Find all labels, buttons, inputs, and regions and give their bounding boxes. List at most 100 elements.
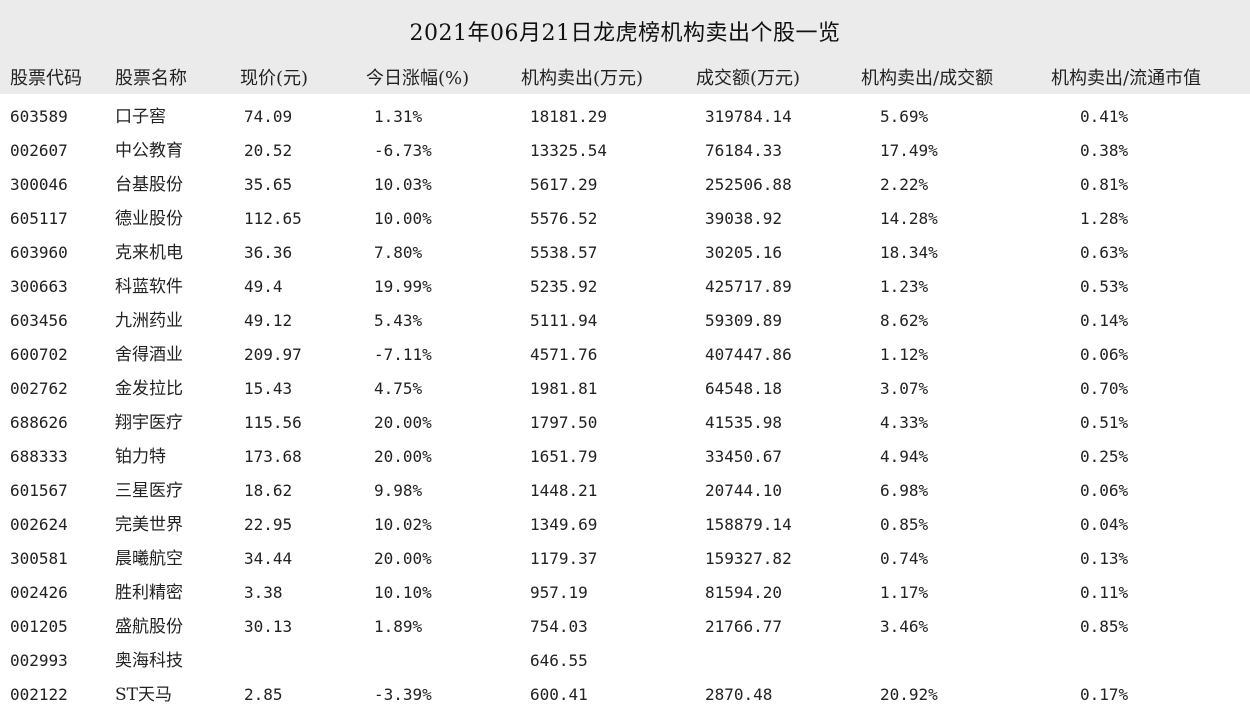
cell-name: 金发拉比 [115, 379, 183, 399]
cell-inst-sell: 5617.29 [530, 175, 598, 194]
cell-sell-turnover-ratio: 18.34% [880, 243, 938, 262]
cell-sell-turnover-ratio: 20.92% [880, 685, 938, 704]
cell-inst-sell: 5576.52 [530, 209, 598, 228]
cell-name: 克来机电 [115, 243, 183, 263]
cell-code: 605117 [10, 209, 68, 228]
cell-sell-turnover-ratio: 5.69% [880, 107, 929, 126]
table-row: 603589 口子窖 74.09 1.31% 18181.29 319784.14 5.69… [0, 100, 1250, 134]
table-row: 002993 奥海科技 646.55 [0, 644, 1250, 678]
cell-change: -6.73% [374, 141, 432, 160]
cell-name: 晨曦航空 [115, 549, 183, 569]
cell-code: 688626 [10, 413, 68, 432]
cell-turnover: 425717.89 [705, 277, 792, 296]
cell-price: 173.68 [244, 447, 302, 466]
table-row: 002426 胜利精密 3.38 10.10% 957.19 81594.20 1.17% 0… [0, 576, 1250, 610]
cell-name: 三星医疗 [115, 481, 183, 501]
cell-turnover: 20744.10 [705, 481, 783, 500]
cell-sell-float-ratio: 0.14% [1080, 311, 1129, 330]
table-row: 600702 舍得酒业 209.97 -7.11% 4571.76 407447.86 1.… [0, 338, 1250, 372]
cell-change: 10.03% [374, 175, 432, 194]
cell-name: ST天马 [115, 685, 172, 705]
cell-sell-turnover-ratio: 1.12% [880, 345, 929, 364]
table-row: 688626 翔宇医疗 115.56 20.00% 1797.50 41535.98 4.3… [0, 406, 1250, 440]
cell-name: 中公教育 [115, 141, 183, 161]
cell-code: 601567 [10, 481, 68, 500]
cell-sell-turnover-ratio: 1.17% [880, 583, 929, 602]
cell-inst-sell: 1349.69 [530, 515, 598, 534]
header-band [0, 0, 1250, 94]
cell-inst-sell: 957.19 [530, 583, 588, 602]
cell-inst-sell: 5235.92 [530, 277, 598, 296]
cell-turnover: 64548.18 [705, 379, 783, 398]
cell-change: 19.99% [374, 277, 432, 296]
cell-change: 7.80% [374, 243, 423, 262]
table-row: 300046 台基股份 35.65 10.03% 5617.29 252506.88 2.2… [0, 168, 1250, 202]
column-header-code: 股票代码 [10, 68, 82, 89]
cell-change: 1.89% [374, 617, 423, 636]
cell-code: 001205 [10, 617, 68, 636]
cell-inst-sell: 4571.76 [530, 345, 598, 364]
column-header-inst-sell: 机构卖出(万元) [521, 68, 644, 89]
cell-sell-float-ratio: 0.53% [1080, 277, 1129, 296]
cell-sell-turnover-ratio: 0.74% [880, 549, 929, 568]
cell-name: 德业股份 [115, 209, 183, 229]
cell-price: 112.65 [244, 209, 302, 228]
table-row: 002607 中公教育 20.52 -6.73% 13325.54 76184.33 17.… [0, 134, 1250, 168]
cell-change: 5.43% [374, 311, 423, 330]
cell-inst-sell: 754.03 [530, 617, 588, 636]
cell-turnover: 30205.16 [705, 243, 783, 262]
cell-name: 奥海科技 [115, 651, 183, 671]
cell-change: 20.00% [374, 447, 432, 466]
cell-name: 完美世界 [115, 515, 183, 535]
column-header-price: 现价(元) [240, 68, 309, 89]
table-row: 605117 德业股份 112.65 10.00% 5576.52 39038.92 14.… [0, 202, 1250, 236]
cell-sell-float-ratio: 0.81% [1080, 175, 1129, 194]
cell-name: 口子窖 [115, 107, 166, 127]
column-header-change: 今日涨幅(%) [366, 68, 470, 89]
cell-price: 15.43 [244, 379, 293, 398]
cell-code: 603960 [10, 243, 68, 262]
cell-sell-turnover-ratio: 14.28% [880, 209, 938, 228]
cell-sell-turnover-ratio: 8.62% [880, 311, 929, 330]
cell-inst-sell: 18181.29 [530, 107, 608, 126]
table-row: 300581 晨曦航空 34.44 20.00% 1179.37 159327.82 0.7… [0, 542, 1250, 576]
cell-sell-turnover-ratio: 2.22% [880, 175, 929, 194]
table-row: 300663 科蓝软件 49.4 19.99% 5235.92 425717.89 1.23… [0, 270, 1250, 304]
cell-sell-float-ratio: 0.06% [1080, 345, 1129, 364]
cell-price: 36.36 [244, 243, 293, 262]
column-header-name: 股票名称 [115, 68, 187, 89]
table-row: 603456 九洲药业 49.12 5.43% 5111.94 59309.89 8.62%… [0, 304, 1250, 338]
cell-turnover: 33450.67 [705, 447, 783, 466]
cell-sell-float-ratio: 0.11% [1080, 583, 1129, 602]
cell-turnover: 159327.82 [705, 549, 792, 568]
cell-sell-float-ratio: 0.85% [1080, 617, 1129, 636]
table-row: 002122 ST天马 2.85 -3.39% 600.41 2870.48 20.92% 0… [0, 678, 1250, 712]
cell-price: 30.13 [244, 617, 293, 636]
table-row: 001205 盛航股份 30.13 1.89% 754.03 21766.77 3.46% 0… [0, 610, 1250, 644]
cell-sell-turnover-ratio: 0.85% [880, 515, 929, 534]
cell-code: 300581 [10, 549, 68, 568]
cell-price: 115.56 [244, 413, 302, 432]
column-header-turnover: 成交额(万元) [696, 68, 801, 89]
cell-sell-float-ratio: 0.13% [1080, 549, 1129, 568]
cell-price: 34.44 [244, 549, 293, 568]
cell-inst-sell: 5111.94 [530, 311, 598, 330]
cell-name: 胜利精密 [115, 583, 183, 603]
cell-sell-float-ratio: 0.63% [1080, 243, 1129, 262]
cell-name: 铂力特 [115, 447, 166, 467]
cell-code: 002122 [10, 685, 68, 704]
cell-inst-sell: 646.55 [530, 651, 588, 670]
cell-sell-float-ratio: 0.04% [1080, 515, 1129, 534]
cell-name: 九洲药业 [115, 311, 183, 331]
cell-sell-turnover-ratio: 6.98% [880, 481, 929, 500]
cell-turnover: 158879.14 [705, 515, 792, 534]
cell-code: 002762 [10, 379, 68, 398]
cell-inst-sell: 1651.79 [530, 447, 598, 466]
cell-turnover: 41535.98 [705, 413, 783, 432]
cell-name: 台基股份 [115, 175, 183, 195]
cell-inst-sell: 1448.21 [530, 481, 598, 500]
cell-inst-sell: 1797.50 [530, 413, 598, 432]
cell-change: 1.31% [374, 107, 423, 126]
cell-sell-turnover-ratio: 4.94% [880, 447, 929, 466]
cell-turnover: 21766.77 [705, 617, 783, 636]
